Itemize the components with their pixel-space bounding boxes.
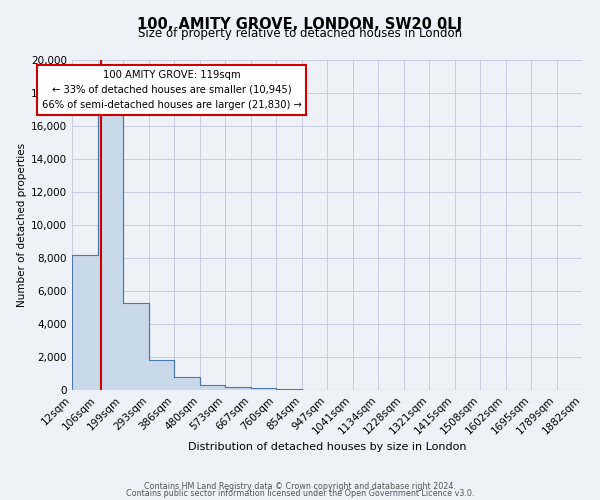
Text: Contains HM Land Registry data © Crown copyright and database right 2024.: Contains HM Land Registry data © Crown c… <box>144 482 456 491</box>
Y-axis label: Number of detached properties: Number of detached properties <box>17 143 27 307</box>
Text: 100 AMITY GROVE: 119sqm
← 33% of detached houses are smaller (10,945)
66% of sem: 100 AMITY GROVE: 119sqm ← 33% of detache… <box>41 70 301 110</box>
X-axis label: Distribution of detached houses by size in London: Distribution of detached houses by size … <box>188 442 466 452</box>
Text: Size of property relative to detached houses in London: Size of property relative to detached ho… <box>138 28 462 40</box>
Text: 100, AMITY GROVE, LONDON, SW20 0LJ: 100, AMITY GROVE, LONDON, SW20 0LJ <box>137 16 463 32</box>
Text: Contains public sector information licensed under the Open Government Licence v3: Contains public sector information licen… <box>126 489 474 498</box>
